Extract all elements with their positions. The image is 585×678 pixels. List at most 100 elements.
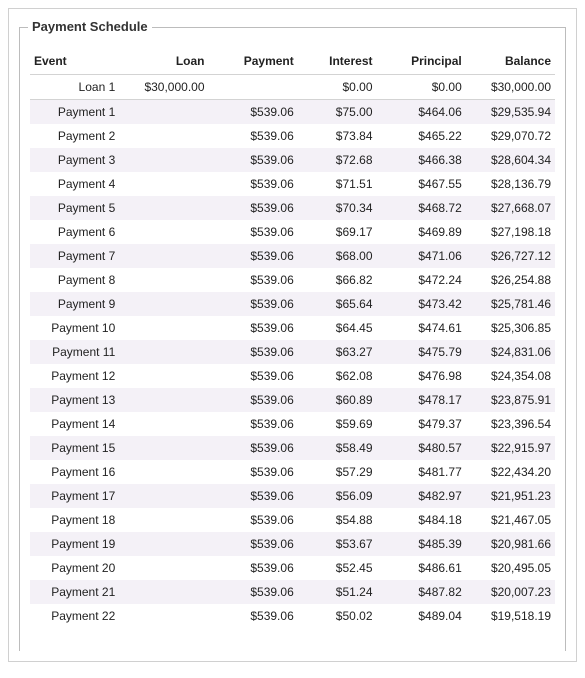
col-header-interest: Interest (298, 48, 377, 75)
cell-balance: $20,981.66 (466, 532, 555, 556)
table-row: Payment 14$539.06$59.69$479.37$23,396.54 (30, 412, 555, 436)
cell-loan (119, 196, 208, 220)
table-row: Payment 22 $539.06$50.02$489.04$19,518.19 (30, 604, 555, 628)
cell-interest: $68.00 (298, 244, 377, 268)
cell-principal: $486.61 (377, 556, 466, 580)
cell-balance: $28,136.79 (466, 172, 555, 196)
cell-payment: $539.06 (209, 556, 298, 580)
cell-balance: $25,781.46 (466, 292, 555, 316)
cell-event: Payment 18 (30, 508, 119, 532)
cell-balance: $19,518.19 (466, 604, 555, 628)
cell-loan (119, 556, 208, 580)
cell-loan (119, 124, 208, 148)
table-row: Payment 19$539.06$53.67$485.39$20,981.66 (30, 532, 555, 556)
cell-payment: $539.06 (209, 604, 298, 628)
table-row: Payment 12$539.06$62.08$476.98$24,354.08 (30, 364, 555, 388)
cell-loan (119, 436, 208, 460)
cell-interest: $65.64 (298, 292, 377, 316)
panel-outer: Payment Schedule Event Loan Payment Inte… (8, 8, 577, 662)
col-header-event: Event (30, 48, 119, 75)
table-row: Payment 21$539.06$51.24$487.82$20,007.23 (30, 580, 555, 604)
cell-principal: $471.06 (377, 244, 466, 268)
cell-principal: $467.55 (377, 172, 466, 196)
cell-loan (119, 412, 208, 436)
fieldset-title: Payment Schedule (28, 19, 152, 34)
cell-balance: $24,354.08 (466, 364, 555, 388)
cell-balance: $26,727.12 (466, 244, 555, 268)
cell-event: Payment 3 (30, 148, 119, 172)
cell-interest: $71.51 (298, 172, 377, 196)
table-row: Payment 11$539.06$63.27$475.79$24,831.06 (30, 340, 555, 364)
table-header-row: Event Loan Payment Interest Principal Ba… (30, 48, 555, 75)
table-row: Payment 5$539.06$70.34$468.72$27,668.07 (30, 196, 555, 220)
cell-principal: $474.61 (377, 316, 466, 340)
cell-principal: $487.82 (377, 580, 466, 604)
table-row: Payment 20$539.06$52.45$486.61$20,495.05 (30, 556, 555, 580)
cell-event: Loan 1 (30, 75, 119, 100)
cell-interest: $62.08 (298, 364, 377, 388)
cell-balance: $22,434.20 (466, 460, 555, 484)
cell-principal: $481.77 (377, 460, 466, 484)
cell-principal: $489.04 (377, 604, 466, 628)
cell-event: Payment 19 (30, 532, 119, 556)
table-row: Payment 16$539.06$57.29$481.77$22,434.20 (30, 460, 555, 484)
cell-event: Payment 4 (30, 172, 119, 196)
cell-event: Payment 17 (30, 484, 119, 508)
cell-loan (119, 292, 208, 316)
cell-principal: $475.79 (377, 340, 466, 364)
cell-payment: $539.06 (209, 340, 298, 364)
table-row: Loan 1$30,000.00$0.00$0.00$30,000.00 (30, 75, 555, 100)
cell-loan (119, 604, 208, 628)
cell-balance: $29,535.94 (466, 100, 555, 125)
cell-interest: $64.45 (298, 316, 377, 340)
cell-interest: $50.02 (298, 604, 377, 628)
cell-event: Payment 14 (30, 412, 119, 436)
cell-payment: $539.06 (209, 412, 298, 436)
cell-interest: $52.45 (298, 556, 377, 580)
cell-interest: $57.29 (298, 460, 377, 484)
table-row: Payment 9 $539.06$65.64$473.42$25,781.46 (30, 292, 555, 316)
cell-interest: $53.67 (298, 532, 377, 556)
table-row: Payment 4 $539.06$71.51$467.55$28,136.79 (30, 172, 555, 196)
cell-balance: $24,831.06 (466, 340, 555, 364)
cell-principal: $480.57 (377, 436, 466, 460)
cell-principal: $482.97 (377, 484, 466, 508)
cell-loan (119, 388, 208, 412)
cell-payment: $539.06 (209, 388, 298, 412)
cell-loan (119, 100, 208, 125)
table-row: Payment 3$539.06$72.68$466.38$28,604.34 (30, 148, 555, 172)
cell-event: Payment 11 (30, 340, 119, 364)
cell-payment: $539.06 (209, 580, 298, 604)
cell-interest: $58.49 (298, 436, 377, 460)
cell-payment: $539.06 (209, 292, 298, 316)
table-row: Payment 7$539.06$68.00$471.06$26,727.12 (30, 244, 555, 268)
cell-event: Payment 9 (30, 292, 119, 316)
cell-payment: $539.06 (209, 124, 298, 148)
col-header-loan: Loan (119, 48, 208, 75)
cell-payment: $539.06 (209, 100, 298, 125)
table-row: Payment 8$539.06$66.82$472.24$26,254.88 (30, 268, 555, 292)
cell-payment: $539.06 (209, 196, 298, 220)
cell-payment: $539.06 (209, 172, 298, 196)
cell-event: Payment 6 (30, 220, 119, 244)
cell-interest: $51.24 (298, 580, 377, 604)
cell-balance: $26,254.88 (466, 268, 555, 292)
cell-interest: $54.88 (298, 508, 377, 532)
col-header-balance: Balance (466, 48, 555, 75)
cell-loan (119, 580, 208, 604)
cell-event: Payment 8 (30, 268, 119, 292)
table-row: Payment 1$539.06$75.00$464.06$29,535.94 (30, 100, 555, 125)
cell-interest: $70.34 (298, 196, 377, 220)
cell-loan (119, 460, 208, 484)
table-row: Payment 10$539.06$64.45$474.61$25,306.85 (30, 316, 555, 340)
cell-event: Payment 10 (30, 316, 119, 340)
cell-interest: $56.09 (298, 484, 377, 508)
cell-event: Payment 22 (30, 604, 119, 628)
payment-schedule-table: Event Loan Payment Interest Principal Ba… (30, 48, 555, 628)
cell-principal: $466.38 (377, 148, 466, 172)
cell-principal: $465.22 (377, 124, 466, 148)
cell-payment: $539.06 (209, 316, 298, 340)
cell-principal: $473.42 (377, 292, 466, 316)
cell-payment: $539.06 (209, 436, 298, 460)
cell-interest: $73.84 (298, 124, 377, 148)
